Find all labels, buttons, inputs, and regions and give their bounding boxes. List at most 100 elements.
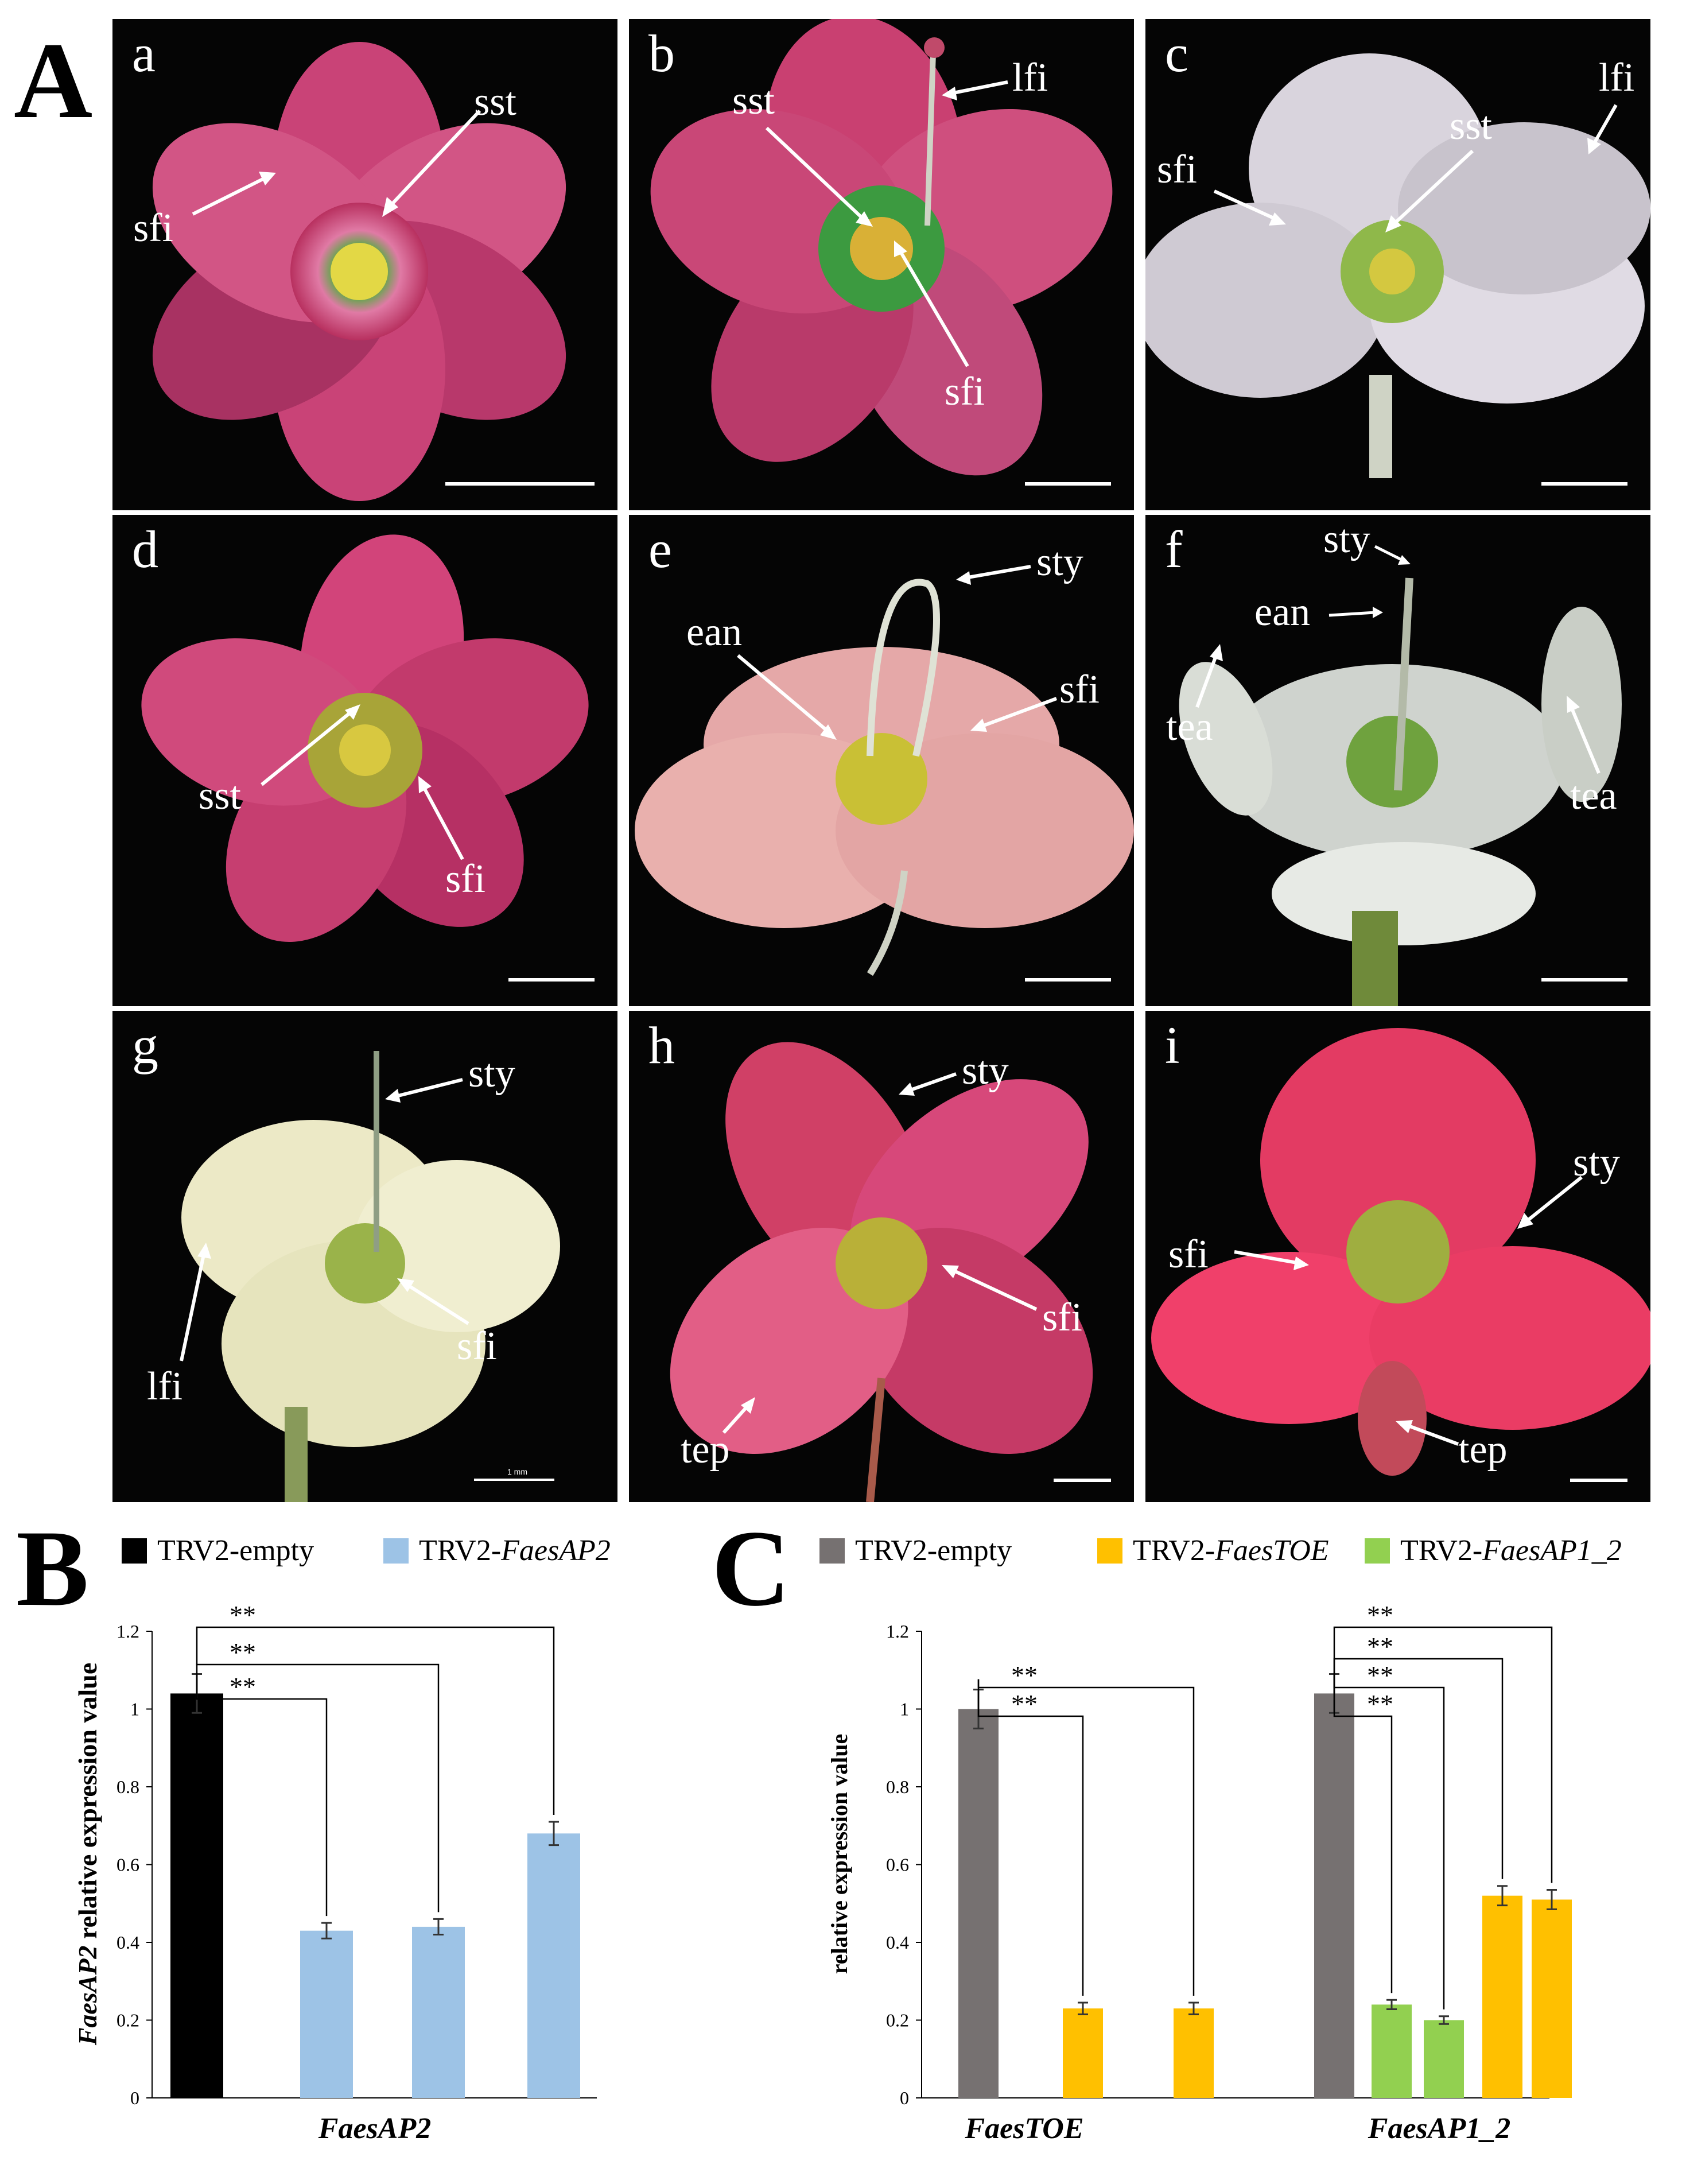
y-tick-label: 0.2 (886, 2010, 909, 2031)
y-tick-label: 0.4 (116, 1932, 139, 1953)
bar (1532, 1899, 1572, 2098)
significance-bracket (977, 1679, 1084, 1996)
significance-label: ** (1367, 1661, 1393, 1690)
legend-swatch (1097, 1538, 1122, 1564)
flower-illustration-i (1151, 1028, 1650, 1476)
y-tick-label: 0.8 (116, 1776, 139, 1797)
flower-photo-d: d sst sfi (112, 515, 617, 1006)
annotation-tep: tep (681, 1427, 730, 1472)
bar (958, 1709, 999, 2098)
bar (527, 1833, 580, 2098)
y-tick-label: 0.6 (116, 1855, 139, 1875)
annotation-sfi: sfi (445, 857, 485, 901)
scale-bar (1025, 482, 1111, 486)
legend-c-item-empty: TRV2-empty (819, 1534, 1012, 1568)
y-tick-label: 1.2 (886, 1621, 909, 1642)
significance-label: ** (230, 1672, 256, 1701)
legend-b-item-empty: TRV2-empty (122, 1534, 314, 1568)
annotation-sst: sst (199, 774, 241, 818)
panel-b-letter: B (16, 1508, 89, 1629)
legend-b-item-faesap2: TRV2- FaesAP2 (383, 1534, 611, 1568)
scale-bar (1541, 978, 1627, 982)
bar-chart-b: FaesAP2 relative expression value 0 0.2 0.… (73, 1600, 597, 2145)
bar (1482, 1895, 1522, 2098)
flower-photo-i: i sty sfi tep (1145, 1011, 1650, 1502)
arrows-a (192, 109, 481, 217)
arrows-g (180, 1078, 469, 1361)
photo-label-c: c (1165, 24, 1188, 83)
legend-label-gene: FaesAP1_2 (1482, 1534, 1622, 1567)
bar (300, 1930, 353, 2098)
legend-swatch (1365, 1538, 1390, 1564)
legend-label-prefix: TRV2- (419, 1534, 502, 1567)
annotation-tea: tea (1166, 705, 1213, 749)
arrows-e (737, 565, 1058, 740)
annotation-lfi: lfi (1012, 56, 1048, 100)
legend-c-item-faestoe: TRV2- FaesTOE (1097, 1534, 1329, 1568)
annotation-tea: tea (1570, 774, 1617, 818)
annotation-sfi: sfi (457, 1324, 497, 1368)
y-tick-label: 1 (900, 1699, 909, 1720)
annotation-sty: sty (468, 1052, 515, 1096)
significance-bracket (1333, 1626, 1553, 1883)
arrows-f (1195, 545, 1601, 774)
scale-bar (1570, 1479, 1627, 1482)
flower-photo-g: g sty lfi sfi 1 mm (112, 1011, 617, 1502)
photo-label-b: b (648, 24, 675, 83)
y-axis-label-c: relative expression value (826, 1734, 852, 1974)
y-tick-label: 0.2 (116, 2010, 139, 2031)
annotation-sty: sty (1573, 1141, 1620, 1185)
flower-photo-h: h sty sfi tep (629, 1011, 1134, 1502)
legend-label-prefix: TRV2- (1133, 1534, 1215, 1567)
annotation-sfi: sfi (1042, 1295, 1082, 1340)
flower-illustration-d (141, 534, 589, 942)
y-tick-label: 0.6 (886, 1855, 909, 1875)
legend-label: TRV2-empty (855, 1534, 1012, 1567)
bar-chart-c: relative expression value 0 0.2 0.4 0.6 0.8 1… (826, 1600, 1572, 2145)
annotation-lfi: lfi (1599, 56, 1635, 100)
annotation-sst: sst (732, 79, 775, 123)
scale-bar (1541, 482, 1627, 486)
panel-c-letter: C (712, 1508, 791, 1629)
flower-illustration-b (650, 19, 1113, 476)
photo-label-a: a (132, 24, 156, 83)
legend-swatch (383, 1538, 409, 1564)
arrows-h (722, 1072, 1038, 1434)
y-tick-label: 0.8 (886, 1776, 909, 1797)
annotation-sty: sty (962, 1049, 1009, 1093)
significance-bracket (196, 1626, 555, 1815)
y-tick-label: 0.4 (886, 1932, 909, 1953)
legend-swatch (819, 1538, 845, 1564)
significance-bracket (977, 1679, 1195, 1996)
flower-photo-c: c sfi sst lfi (1145, 19, 1650, 510)
photo-label-d: d (132, 520, 158, 579)
annotation-sfi: sfi (1157, 148, 1197, 192)
scale-bar (474, 1479, 554, 1481)
significance-label: ** (1011, 1661, 1038, 1690)
annotation-sfi: sfi (1168, 1232, 1209, 1277)
annotation-lfi: lfi (147, 1364, 183, 1409)
legend-label-gene: FaesAP2 (501, 1534, 611, 1567)
significance-label: ** (1011, 1689, 1038, 1719)
bar (1372, 2004, 1412, 2098)
annotation-ean: ean (1254, 590, 1311, 634)
photo-label-g: g (132, 1016, 158, 1074)
arrows-d (261, 704, 464, 860)
annotation-sfi: sfi (945, 370, 985, 414)
legend-label-prefix: TRV2- (1400, 1534, 1483, 1567)
annotation-ean: ean (686, 610, 743, 654)
significance-label: ** (1367, 1632, 1393, 1661)
annotation-sfi: sfi (1059, 668, 1100, 712)
bar (1424, 2020, 1464, 2098)
y-tick-label: 0 (130, 2088, 139, 2108)
significance-bracket (1333, 1658, 1504, 1879)
annotation-tep: tep (1458, 1427, 1508, 1472)
flower-illustration-h (670, 1042, 1093, 1502)
y-tick-label: 1.2 (116, 1621, 139, 1642)
photo-label-e: e (648, 520, 672, 579)
bar (1314, 1693, 1354, 2098)
significance-bracket (1333, 1663, 1393, 1993)
arrows-b (765, 80, 1008, 367)
significance-bracket (1333, 1663, 1445, 2010)
legend-c-item-faesap1-2: TRV2- FaesAP1_2 (1365, 1534, 1622, 1568)
